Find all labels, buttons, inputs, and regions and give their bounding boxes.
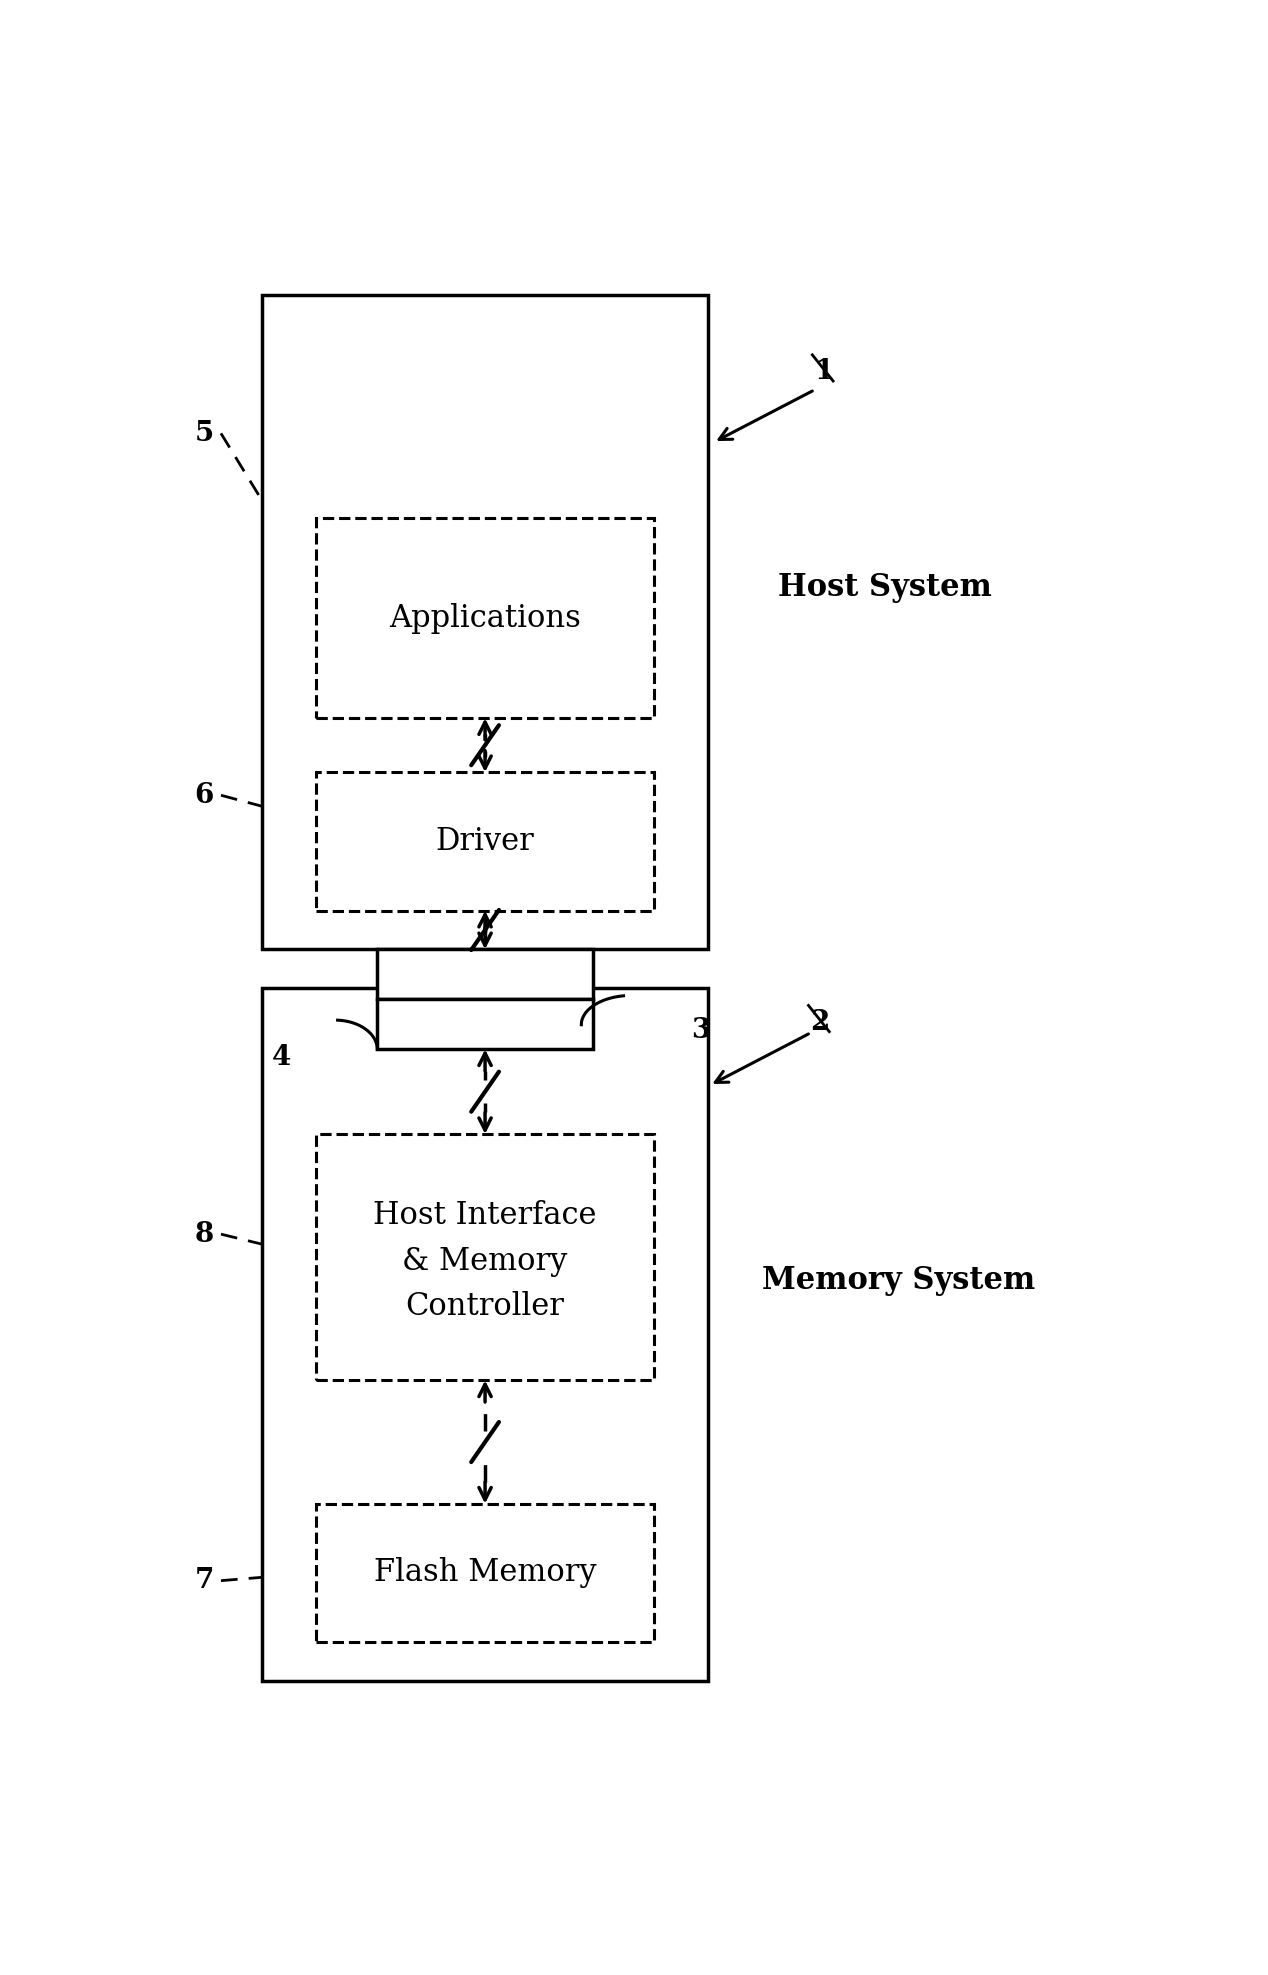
Bar xyxy=(378,999,593,1049)
Text: 8: 8 xyxy=(194,1221,213,1248)
Bar xyxy=(378,950,593,999)
Bar xyxy=(316,1134,654,1381)
Bar xyxy=(261,988,709,1681)
Text: 5: 5 xyxy=(194,421,213,446)
Text: Applications: Applications xyxy=(389,602,581,634)
Text: 2: 2 xyxy=(810,1009,829,1037)
Bar xyxy=(261,294,709,950)
Text: Driver: Driver xyxy=(436,826,534,857)
Text: Host Interface
& Memory
Controller: Host Interface & Memory Controller xyxy=(373,1201,597,1321)
Text: Flash Memory: Flash Memory xyxy=(374,1558,596,1588)
Bar xyxy=(316,517,654,719)
Text: 1: 1 xyxy=(814,357,833,385)
Bar xyxy=(316,1503,654,1643)
Text: 4: 4 xyxy=(271,1043,290,1070)
Text: Memory System: Memory System xyxy=(762,1264,1036,1296)
Text: 6: 6 xyxy=(194,782,214,808)
Bar xyxy=(316,772,654,910)
Text: 3: 3 xyxy=(691,1017,710,1043)
Text: Host System: Host System xyxy=(777,573,992,602)
Text: 7: 7 xyxy=(194,1566,214,1594)
